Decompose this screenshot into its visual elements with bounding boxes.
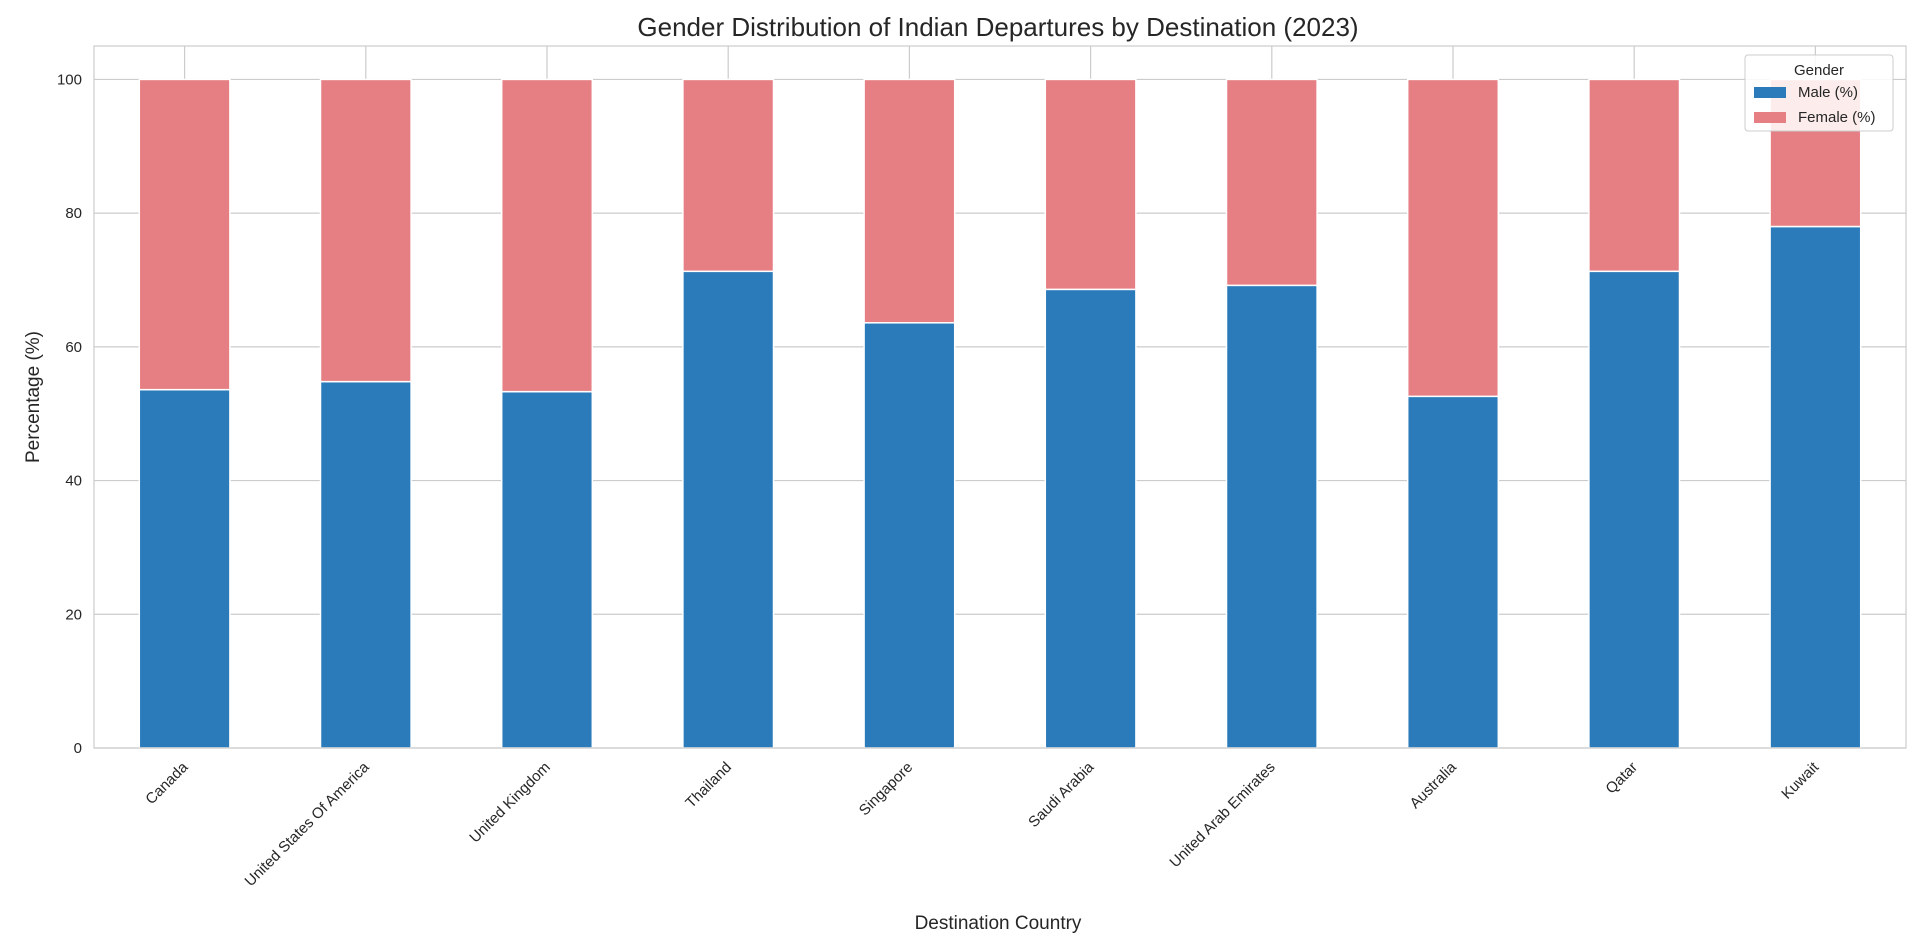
- bar-segment-male: [682, 270, 775, 749]
- chart-title: Gender Distribution of Indian Departures…: [637, 12, 1358, 42]
- y-tick-label: 60: [65, 339, 82, 356]
- y-tick-label: 0: [74, 740, 82, 757]
- legend: Gender Male (%) Female (%): [1744, 54, 1894, 132]
- bar-segment-female: [1225, 78, 1318, 287]
- y-axis-ticks: 0 20 40 60 80 100: [57, 71, 82, 757]
- bar-segment-female: [319, 78, 412, 383]
- bar-segment-female: [863, 78, 956, 324]
- bar-segment-female: [1588, 78, 1681, 273]
- bar-segment-male: [500, 390, 594, 749]
- bar-segment-male: [1769, 225, 1862, 749]
- bar-segment-female: [138, 78, 231, 391]
- y-axis-label: Percentage (%): [23, 331, 44, 463]
- bar-segment-female: [682, 78, 775, 273]
- y-tick-label: 100: [57, 71, 82, 88]
- bars: [138, 78, 1862, 749]
- y-tick-label: 40: [65, 473, 82, 490]
- plot-frame: [93, 45, 1907, 749]
- plot-area: [93, 45, 1907, 749]
- bar-segment-female: [500, 78, 594, 393]
- bar-segment-male: [319, 380, 412, 749]
- legend-label: Female (%): [1798, 109, 1876, 126]
- bar-segment-male: [1406, 395, 1500, 749]
- legend-title: Gender: [1794, 62, 1844, 79]
- y-tick-label: 80: [65, 205, 82, 222]
- bar-segment-male: [138, 388, 231, 749]
- bar-segment-female: [1044, 78, 1137, 291]
- legend-items: Male (%) Female (%): [1754, 84, 1876, 126]
- bar-segment-male: [1044, 288, 1137, 749]
- bar-segment-male: [1225, 284, 1318, 749]
- x-axis-label: Destination Country: [915, 913, 1082, 934]
- y-tick-label: 20: [65, 606, 82, 623]
- legend-swatch: [1754, 87, 1786, 98]
- legend-label: Male (%): [1798, 84, 1858, 101]
- bar-segment-female: [1406, 78, 1500, 398]
- legend-swatch: [1754, 112, 1786, 123]
- bar-segment-male: [1588, 270, 1681, 749]
- bar-segment-male: [863, 322, 956, 749]
